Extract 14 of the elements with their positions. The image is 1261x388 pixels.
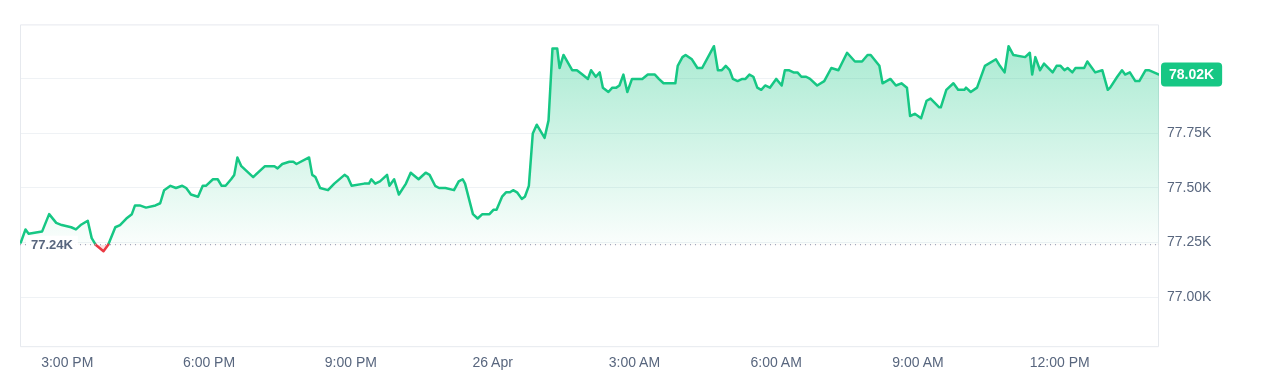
ref-line-label: 77.24K	[31, 237, 74, 253]
x-tick-label: 9:00 PM	[324, 354, 377, 371]
x-tick-label: 3:00 PM	[41, 354, 94, 371]
x-tick-label: 3:00 AM	[608, 354, 661, 371]
x-tick-label: 26 Apr	[472, 354, 514, 371]
x-tick-label: 12:00 PM	[1029, 354, 1090, 371]
y-tick-label: 77.25K	[1167, 233, 1213, 250]
x-tick-label: 6:00 AM	[750, 354, 802, 371]
x-tick-label: 9:00 AM	[892, 354, 944, 371]
y-tick-label: 77.00K	[1167, 287, 1213, 304]
y-tick-label: 77.50K	[1167, 178, 1213, 195]
y-tick-label: 77.75K	[1167, 124, 1213, 141]
x-tick-label: 6:00 PM	[182, 354, 236, 371]
annotation: 78.02K	[1169, 66, 1215, 83]
